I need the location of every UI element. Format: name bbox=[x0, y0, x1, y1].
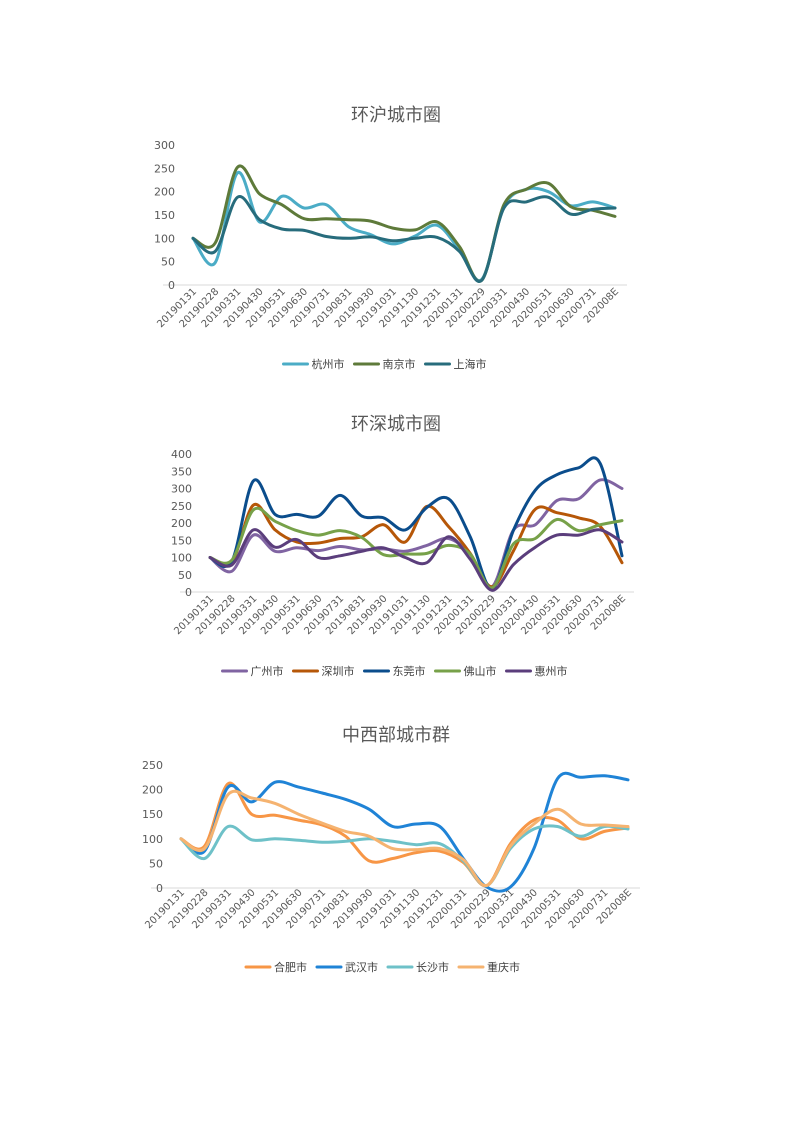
legend-label: 武汉市 bbox=[345, 960, 378, 974]
y-tick-label: 200 bbox=[154, 186, 175, 199]
y-tick-label: 100 bbox=[142, 833, 163, 846]
y-tick-label: 0 bbox=[168, 279, 175, 292]
series-line-南京市 bbox=[191, 164, 617, 283]
y-tick-label: 200 bbox=[171, 517, 192, 530]
legend-label: 惠州市 bbox=[535, 664, 568, 678]
chart-huanshen: 环深城市圈 0 50 100 150 200 250 300 350 400 20190131 201… bbox=[0, 402, 793, 702]
y-tick-label: 150 bbox=[142, 808, 163, 821]
chart-huanshen-svg: 环深城市圈05010015020025030035040020190131201… bbox=[171, 414, 634, 678]
chart-title: 环沪城市圈 bbox=[351, 105, 441, 126]
chart-title: 中西部城市群 bbox=[342, 725, 450, 746]
series-line-合肥市 bbox=[179, 781, 630, 888]
series-line-东莞市 bbox=[208, 456, 624, 591]
legend-label: 合肥市 bbox=[274, 960, 307, 974]
legend-label: 东莞市 bbox=[393, 664, 426, 678]
legend-label: 长沙市 bbox=[416, 960, 449, 974]
chart-huanhu-svg: 环沪城市圈05010015020025030020190131201902282… bbox=[154, 105, 627, 371]
legend-label: 上海市 bbox=[454, 357, 487, 371]
y-tick-label: 0 bbox=[156, 882, 163, 895]
legend-label: 佛山市 bbox=[464, 664, 497, 678]
series-line-惠州市 bbox=[208, 528, 624, 592]
y-tick-label: 100 bbox=[154, 232, 175, 245]
y-tick-label: 400 bbox=[171, 448, 192, 461]
legend-label: 杭州市 bbox=[312, 357, 345, 371]
series-line-广州市 bbox=[208, 478, 624, 589]
y-tick-label: 50 bbox=[178, 569, 192, 582]
series-line-杭州市 bbox=[191, 171, 617, 283]
y-tick-label: 150 bbox=[154, 209, 175, 222]
y-tick-label: 300 bbox=[154, 139, 175, 152]
chart-zhongxibu: 中西部城市群 0 50 100 150 200 250 20190131 20190228 201… bbox=[0, 713, 793, 1013]
y-tick-label: 150 bbox=[171, 534, 192, 547]
chart-title: 环深城市圈 bbox=[351, 414, 441, 435]
legend-label: 重庆市 bbox=[487, 960, 520, 974]
series-line-重庆市 bbox=[179, 789, 630, 888]
legend-label: 广州市 bbox=[251, 664, 284, 678]
y-tick-label: 200 bbox=[142, 784, 163, 797]
y-tick-label: 50 bbox=[161, 256, 175, 269]
y-tick-label: 100 bbox=[171, 552, 192, 565]
series-line-武汉市 bbox=[179, 771, 630, 893]
series-line-深圳市 bbox=[208, 502, 624, 589]
series-line-上海市 bbox=[191, 195, 617, 283]
y-tick-label: 250 bbox=[171, 500, 192, 513]
series-line-佛山市 bbox=[208, 506, 624, 590]
y-tick-label: 0 bbox=[185, 586, 192, 599]
y-tick-label: 50 bbox=[149, 857, 163, 870]
legend-label: 深圳市 bbox=[322, 664, 355, 678]
y-tick-label: 350 bbox=[171, 465, 192, 478]
chart-huanhu: 环沪城市圈 0 50 100 150 200 250 300 20190131 20190228 2… bbox=[0, 95, 793, 395]
chart-zhongxibu-svg: 中西部城市群0501001502002502019013120190228201… bbox=[142, 725, 640, 974]
y-tick-label: 250 bbox=[154, 162, 175, 175]
series-line-长沙市 bbox=[179, 824, 630, 888]
y-tick-label: 250 bbox=[142, 759, 163, 772]
y-tick-label: 300 bbox=[171, 483, 192, 496]
legend-label: 南京市 bbox=[383, 357, 416, 371]
